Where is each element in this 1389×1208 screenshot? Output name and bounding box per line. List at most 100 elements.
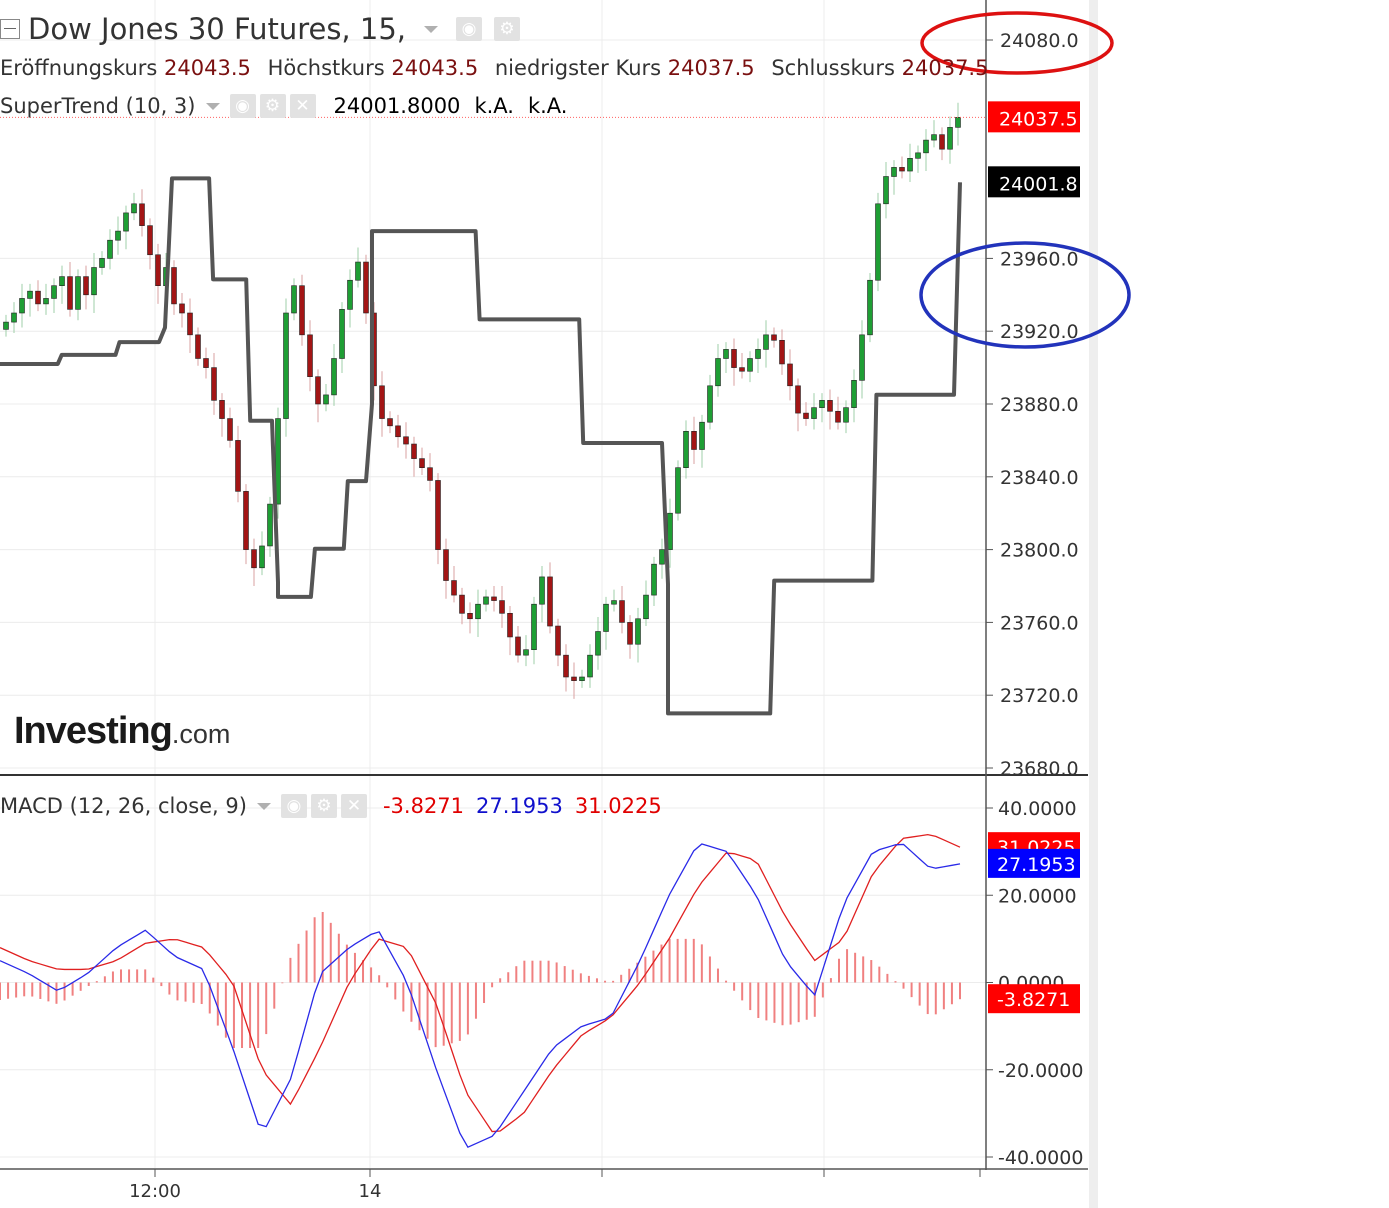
candle-up [259,531,265,576]
candle-up [875,192,881,292]
candle-up [811,393,817,430]
candle-body [723,349,729,359]
last-price-badge-bg [988,101,1080,133]
candle-up [851,369,857,423]
candle-up [339,302,345,374]
candle-down [451,565,457,603]
gear-icon[interactable]: ⚙ [494,17,520,41]
time-tick-label: 14 [359,1181,382,1202]
candle-down [787,349,793,401]
macd-tick-label: -20.0000 [998,1060,1083,1082]
candle-body [683,430,689,468]
macd-badge-bg [988,848,1080,878]
candle-body [51,285,57,299]
macd-signal-value: 31.0225 [574,794,662,818]
candle-down [771,327,777,348]
candle-down [779,329,785,375]
dropdown-caret-icon[interactable] [424,25,438,33]
eye-icon[interactable]: ◉ [280,794,307,818]
dropdown-caret-icon[interactable] [256,802,271,810]
candle-body [627,622,633,645]
candle-up [755,338,761,374]
candle-body [595,631,601,656]
candle-body [187,312,193,336]
candle-body [195,334,201,359]
candle-body [867,279,873,336]
candle-down [627,615,633,659]
candle-down [387,411,393,434]
candle-down [139,189,145,237]
candle-body [827,400,833,412]
candle-up [75,269,81,321]
candle-body [955,117,961,128]
candle-body [459,594,465,614]
candle-down [147,218,153,270]
close-icon[interactable]: ✕ [340,794,367,818]
candle-up [707,374,713,430]
collapse-icon[interactable] [0,19,20,39]
price-tick-label: 23840.0 [1000,467,1079,489]
candle-up [651,556,657,607]
candle-up [91,252,97,313]
candle-down [307,320,313,392]
candle-body [891,167,897,177]
eye-icon[interactable]: ◉ [229,94,256,118]
candle-body [363,261,369,314]
supertrend-value: 24001.8000 [333,94,461,118]
candle-up [19,283,25,328]
candle-down [467,602,473,634]
candle-up [275,407,281,519]
candle-body [403,436,409,445]
candle-down [251,538,257,586]
candle-up [323,383,329,412]
macd-label[interactable]: MACD (12, 26, close, 9) [0,794,247,818]
gear-icon[interactable]: ⚙ [310,794,337,818]
low-value: 24037.5 [667,56,755,80]
supertrend-label[interactable]: SuperTrend (10, 3) [0,94,196,118]
candle-body [699,421,705,450]
candle-body [763,334,769,350]
candle-body [219,400,225,419]
low-label: niedrigster Kurs [494,56,662,80]
macd-legend: MACD (12, 26, close, 9) ◉ ⚙ ✕ -3.8271 27… [0,794,662,818]
candle-up [931,120,937,148]
candle-body [515,636,521,656]
close-icon[interactable]: ✕ [289,94,316,118]
last-price-badge: 24037.5 [988,101,1080,133]
candle-body [947,127,953,150]
candle-body [907,158,913,172]
supertrend-line [0,176,962,716]
candle-body [291,285,297,314]
candle-down [315,369,321,423]
eye-icon[interactable]: ◉ [456,17,482,41]
candle-up [819,393,825,423]
price-tick-label: 23720.0 [1000,685,1079,707]
candle-up [11,302,17,334]
candle-body [331,358,337,396]
signal-line [0,833,961,1133]
gear-icon[interactable]: ⚙ [259,94,286,118]
candle-body [675,467,681,514]
candle-body [843,407,849,423]
price-tick-label: 23760.0 [1000,612,1079,634]
candle-body [915,152,921,159]
candle-body [931,134,937,141]
candle-body [435,480,441,550]
candle-body [243,491,249,550]
candle-up [867,272,873,343]
candle-up [475,589,481,637]
candle-body [643,594,649,620]
candle-up [635,607,641,663]
candle-body [19,298,25,314]
candle-down [171,260,177,315]
right-gutter [1089,0,1098,1208]
macd-histogram [0,911,961,1048]
candle-down [403,422,409,459]
candle-down [235,425,241,503]
dropdown-caret-icon[interactable] [205,102,220,110]
candle-body [547,576,553,627]
candle-body [299,285,305,336]
price-tick-label: 23960.0 [1000,248,1079,270]
candle-down [219,393,225,437]
